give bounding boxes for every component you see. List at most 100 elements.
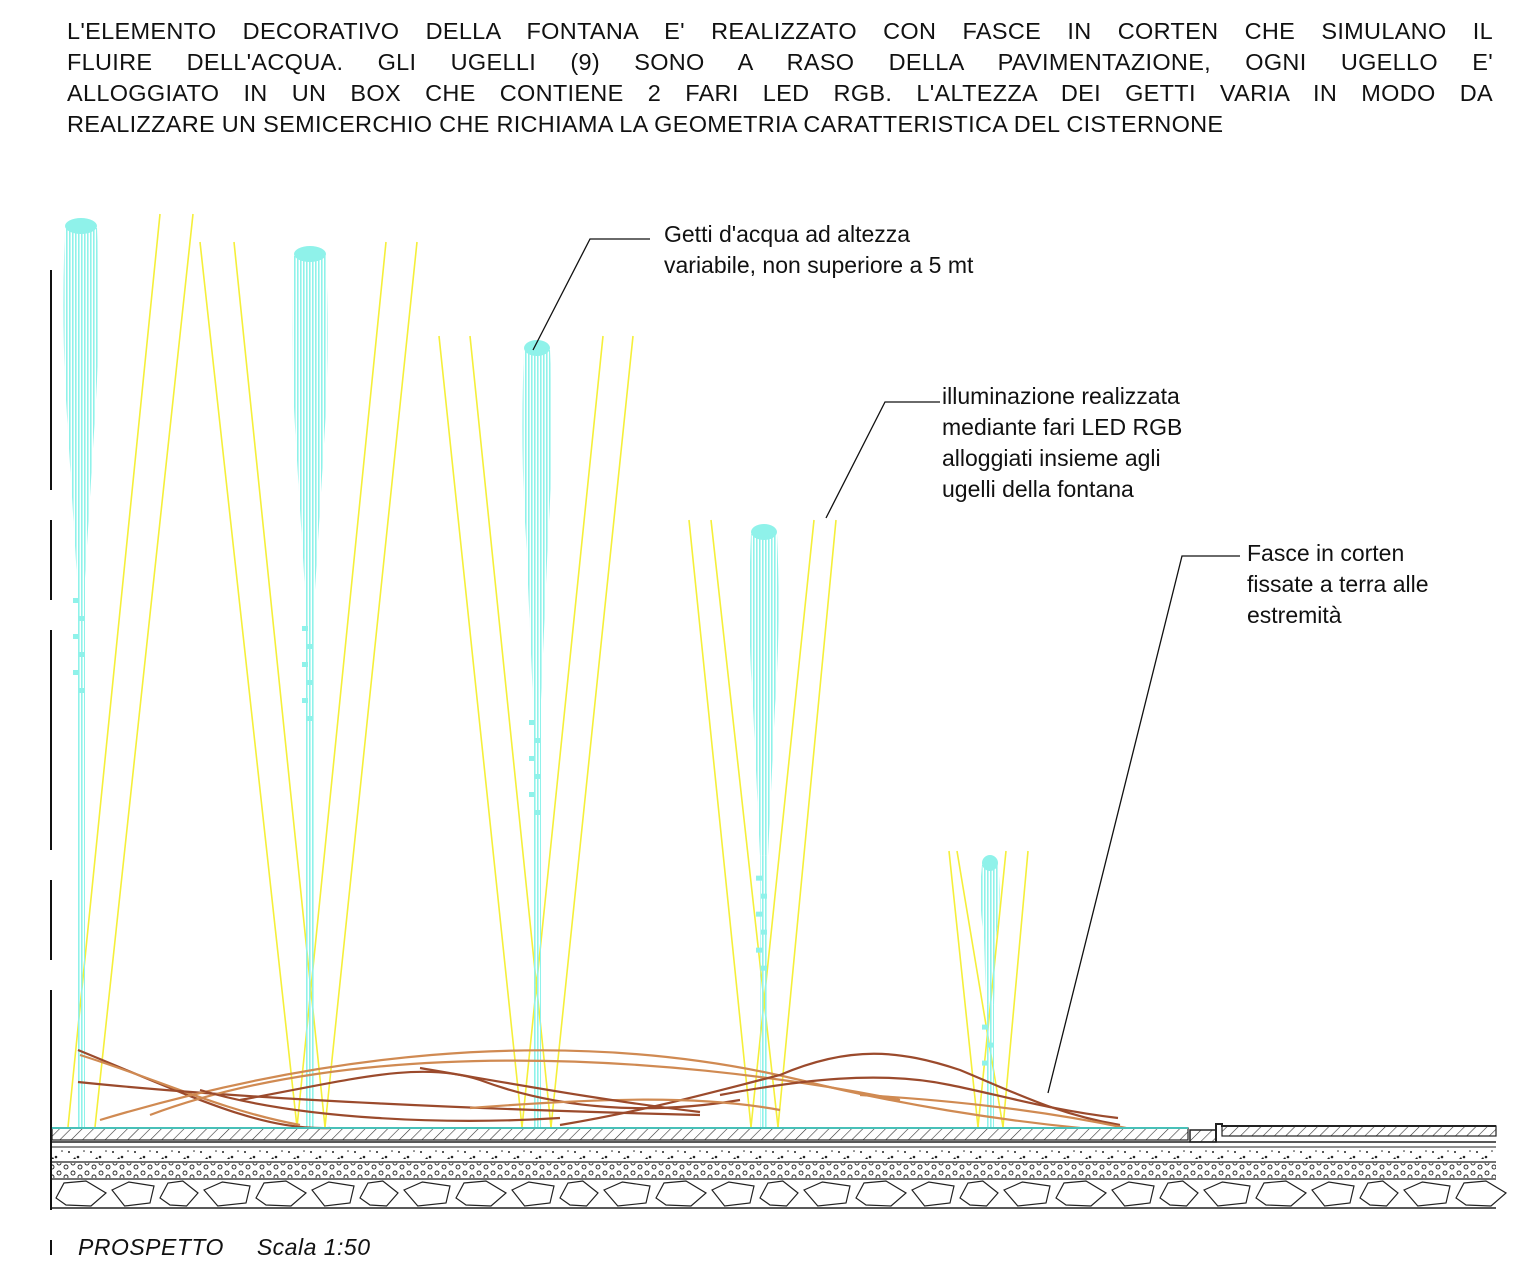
gravel-stone — [1455, 1180, 1508, 1207]
corten-band — [149, 1059, 901, 1117]
gravel-stone — [855, 1180, 908, 1207]
gravel-stone — [311, 1181, 355, 1207]
water-droplet — [529, 756, 535, 761]
water-droplet — [761, 929, 767, 935]
water-droplet — [534, 738, 540, 743]
gravel-stone — [159, 1180, 199, 1207]
gravel-stone — [759, 1180, 799, 1207]
water-droplet — [761, 965, 767, 971]
corten-bands — [77, 1048, 1127, 1130]
water-droplet — [73, 670, 79, 675]
corten-band — [239, 1070, 741, 1110]
led-light-beam — [777, 519, 837, 1128]
water-droplet — [987, 1042, 993, 1048]
led-light-beam — [956, 850, 1004, 1128]
led-light-beam — [948, 850, 979, 1128]
water-droplet — [982, 1060, 988, 1066]
water-droplet — [307, 716, 313, 721]
water-jet — [63, 213, 194, 1128]
water-jet-top — [65, 218, 97, 234]
leader-line-corten — [1047, 555, 1240, 1094]
annotation-line: fissate a terra alle — [1247, 571, 1429, 597]
water-droplet — [756, 911, 762, 917]
water-jet-top — [751, 524, 777, 540]
water-droplet — [534, 810, 540, 815]
gravel-stone — [959, 1180, 999, 1207]
water-jets-group — [63, 213, 1029, 1128]
corten-band — [77, 1080, 701, 1117]
water-jet-spray — [980, 865, 1000, 1005]
led-light-beam — [1002, 850, 1029, 1128]
caption-scale: Scala 1:50 — [256, 1234, 371, 1260]
annotation-line: ugelli della fontana — [942, 476, 1134, 502]
corten-band — [559, 1052, 1121, 1127]
water-jet-spray — [292, 256, 328, 606]
gravel-stone — [511, 1181, 555, 1207]
annotation-line: illuminazione realizzata — [942, 383, 1180, 409]
water-droplet — [529, 720, 535, 725]
water-droplet — [73, 598, 79, 603]
water-jet — [438, 335, 634, 1128]
gravel-stone — [1003, 1181, 1051, 1207]
leader-line-lighting — [825, 401, 940, 519]
water-droplet — [307, 680, 313, 685]
corten-band — [469, 1098, 781, 1112]
caption-title: PROSPETTO — [78, 1234, 224, 1260]
led-light-beam — [438, 335, 523, 1128]
gravel-stone — [55, 1180, 108, 1207]
gravel-stone — [1203, 1181, 1251, 1207]
water-jet — [688, 519, 837, 1128]
water-droplet — [307, 644, 313, 649]
water-jet-top — [982, 855, 998, 871]
water-droplet — [73, 634, 79, 639]
water-droplet — [302, 698, 308, 703]
gravel-stone — [655, 1180, 708, 1207]
corten-band — [99, 1049, 1081, 1130]
annotation-line: alloggiati insieme agli — [942, 445, 1161, 471]
water-droplet — [761, 893, 767, 899]
leader-lines — [532, 238, 1240, 1094]
water-droplet — [534, 774, 540, 779]
gravel-stone — [803, 1181, 851, 1207]
water-droplet — [756, 875, 762, 881]
water-jet-stream — [986, 1004, 994, 1127]
annotation-jets: Getti d'acqua ad altezza variabile, non … — [664, 219, 973, 281]
gravel-stone — [1255, 1180, 1308, 1207]
water-jet-spray — [749, 534, 779, 856]
water-jet-stream — [533, 700, 541, 1127]
led-light-beam — [324, 241, 418, 1128]
gravel-stone — [403, 1181, 451, 1207]
water-droplet — [78, 652, 84, 657]
water-jet — [199, 241, 418, 1128]
gravel-stone — [1111, 1181, 1155, 1207]
corten-band — [199, 1088, 561, 1122]
header-line: L'ELEMENTO DECORATIVO DELLA FONTANA E' R… — [67, 18, 1493, 44]
water-droplet — [756, 947, 762, 953]
gravel-stone — [1055, 1180, 1108, 1207]
annotation-line: variabile, non superiore a 5 mt — [664, 252, 974, 278]
header-line: ALLOGGIATO IN UN BOX CHE CONTIENE 2 FARI… — [67, 80, 1493, 106]
water-jet-spray — [63, 228, 99, 578]
annotation-lighting: illuminazione realizzata mediante fari L… — [942, 381, 1182, 505]
annotation-line: Fasce in corten — [1247, 540, 1405, 566]
water-jet-spray — [522, 350, 552, 700]
water-jet-stream — [306, 606, 314, 1127]
led-light-beam — [94, 213, 194, 1128]
header-line: REALIZZARE UN SEMICERCHIO CHE RICHIAMA L… — [67, 111, 1224, 137]
water-droplet — [78, 616, 84, 621]
water-droplet — [302, 626, 308, 631]
annotation-line: Getti d'acqua ad altezza — [664, 221, 911, 247]
gravel-stone — [559, 1180, 599, 1207]
description-header: L'ELEMENTO DECORATIVO DELLA FONTANA E' R… — [67, 16, 1493, 140]
led-light-beam — [199, 241, 298, 1128]
annotation-line: estremità — [1247, 602, 1342, 628]
header-line: FLUIRE DELL'ACQUA. GLI UGELLI (9) SONO A… — [67, 49, 1493, 75]
water-droplet — [529, 792, 535, 797]
leader-line-jets — [532, 238, 650, 351]
gravel-stone — [911, 1181, 955, 1207]
water-droplet — [982, 1024, 988, 1030]
water-jet-top — [524, 340, 550, 356]
pavement-section — [51, 1123, 1508, 1209]
gravel-stone — [603, 1181, 651, 1207]
